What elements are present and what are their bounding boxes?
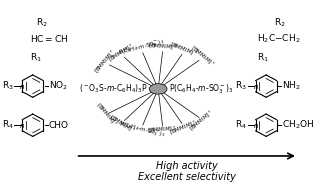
- Text: CH$_2$OH: CH$_2$OH: [282, 119, 314, 132]
- Text: [BMMIM]$^+$: [BMMIM]$^+$: [93, 48, 119, 76]
- Text: [BMMIM]$^+$: [BMMIM]$^+$: [148, 41, 178, 53]
- Text: R$_4$: R$_4$: [2, 119, 14, 132]
- Text: R$_1$: R$_1$: [257, 52, 268, 64]
- Text: NH$_2$: NH$_2$: [282, 80, 301, 92]
- Text: R$_2$: R$_2$: [274, 17, 286, 29]
- Text: $n$: $n$: [253, 122, 259, 130]
- Text: R$_1$: R$_1$: [29, 52, 41, 64]
- Text: [BMMIM]$^+$: [BMMIM]$^+$: [168, 118, 199, 138]
- Circle shape: [149, 84, 167, 94]
- Text: High activity: High activity: [156, 161, 217, 171]
- Text: R$_3$: R$_3$: [2, 80, 14, 92]
- Text: $n$: $n$: [19, 122, 25, 130]
- Text: Excellent selectivity: Excellent selectivity: [138, 172, 236, 182]
- Text: P(C$_6$H$_4$-$m$-SO$_3^-$)$_3$: P(C$_6$H$_4$-$m$-SO$_3^-$)$_3$: [118, 119, 166, 140]
- Text: $n$: $n$: [19, 83, 25, 91]
- Text: P(C$_6$H$_4$-$m$-SO$_3^-$)$_3$: P(C$_6$H$_4$-$m$-SO$_3^-$)$_3$: [118, 38, 166, 58]
- Text: R$_2$: R$_2$: [36, 17, 48, 29]
- Text: [BMMIM]$^+$: [BMMIM]$^+$: [148, 125, 178, 136]
- Text: HC$=$CH: HC$=$CH: [29, 33, 68, 44]
- Text: [BMMIM]$^+$: [BMMIM]$^+$: [107, 113, 137, 136]
- Text: CHO: CHO: [49, 121, 69, 130]
- Text: NO$_2$: NO$_2$: [49, 80, 68, 92]
- Text: R$_3$: R$_3$: [235, 80, 247, 92]
- Text: [BMMIM]$^+$: [BMMIM]$^+$: [107, 42, 137, 65]
- Text: [BMMIM]$^+$: [BMMIM]$^+$: [188, 44, 216, 70]
- Text: R$_4$: R$_4$: [235, 119, 247, 132]
- Text: $n$: $n$: [253, 83, 259, 91]
- Text: [BMMIM]$^+$: [BMMIM]$^+$: [168, 40, 199, 60]
- Text: [BMMIM]$^+$: [BMMIM]$^+$: [93, 101, 119, 130]
- Text: [BMMIM]$^+$: [BMMIM]$^+$: [188, 108, 216, 134]
- Text: P(C$_6$H$_4$-$m$-SO$_3^-$)$_3$: P(C$_6$H$_4$-$m$-SO$_3^-$)$_3$: [168, 82, 233, 96]
- Text: ($^-$O$_3$S-$m$-C$_6$H$_4$)$_3$P: ($^-$O$_3$S-$m$-C$_6$H$_4$)$_3$P: [79, 83, 148, 95]
- Text: H$_2$C$-$CH$_2$: H$_2$C$-$CH$_2$: [257, 32, 300, 45]
